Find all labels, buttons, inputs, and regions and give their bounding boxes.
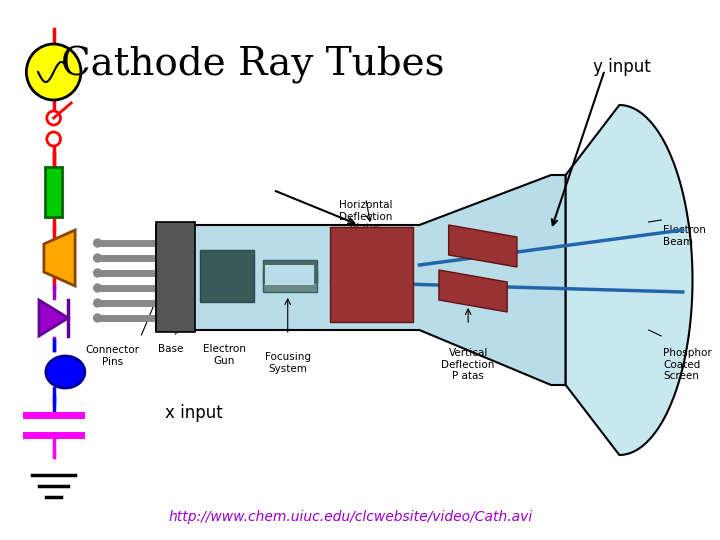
Polygon shape: [44, 230, 75, 286]
Text: Focusing
System: Focusing System: [265, 352, 311, 374]
Circle shape: [94, 239, 102, 247]
Circle shape: [27, 44, 81, 100]
Text: Phosphor
Coated
Screen: Phosphor Coated Screen: [663, 348, 712, 381]
Ellipse shape: [46, 356, 85, 388]
Text: Cathode Ray Tubes: Cathode Ray Tubes: [61, 46, 444, 84]
Text: Base: Base: [158, 344, 184, 354]
Text: Electron
Beam: Electron Beam: [663, 225, 706, 247]
Polygon shape: [449, 225, 517, 267]
FancyBboxPatch shape: [265, 265, 314, 285]
Circle shape: [94, 299, 102, 307]
Circle shape: [94, 284, 102, 292]
FancyBboxPatch shape: [330, 227, 413, 322]
Text: x input: x input: [165, 404, 222, 422]
FancyBboxPatch shape: [45, 167, 63, 217]
Text: Horizontal
Deflection
Plates: Horizontal Deflection Plates: [339, 200, 392, 233]
Circle shape: [94, 254, 102, 262]
Text: http://www.chem.uiuc.edu/clcwebsite/video/Cath.avi: http://www.chem.uiuc.edu/clcwebsite/vide…: [169, 510, 534, 524]
Polygon shape: [439, 270, 507, 312]
FancyBboxPatch shape: [156, 222, 195, 332]
Text: Vertical
Deflection
P atas: Vertical Deflection P atas: [441, 348, 495, 381]
Circle shape: [94, 314, 102, 322]
FancyBboxPatch shape: [264, 270, 317, 292]
Circle shape: [47, 132, 60, 146]
Polygon shape: [39, 300, 68, 336]
Circle shape: [94, 269, 102, 277]
FancyBboxPatch shape: [200, 250, 253, 302]
Polygon shape: [566, 105, 693, 455]
Text: Connector
Pins: Connector Pins: [85, 345, 139, 367]
Text: Electron
Gun: Electron Gun: [203, 344, 246, 366]
FancyBboxPatch shape: [264, 260, 317, 282]
Text: y input: y input: [593, 58, 651, 77]
Circle shape: [47, 111, 60, 125]
Polygon shape: [156, 175, 566, 385]
